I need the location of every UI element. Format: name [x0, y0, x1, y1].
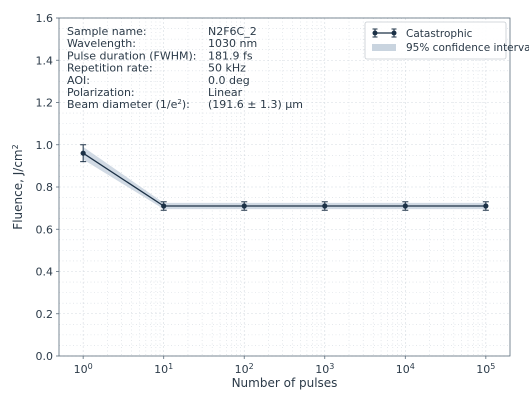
point-marker	[322, 203, 328, 209]
x-tick-label: 105	[476, 362, 495, 377]
confidence-band	[83, 146, 486, 210]
info-label: Sample name:	[67, 25, 147, 38]
data-point	[160, 201, 167, 211]
y-axis-label: Fluence, J/cm2	[11, 144, 26, 229]
info-value: 0.0 deg	[208, 74, 250, 87]
legend-frame	[364, 21, 507, 60]
x-axis-label: Number of pulses	[232, 376, 338, 390]
info-label: Pulse duration (FWHM):	[67, 49, 197, 62]
y-tick-label: 1.4	[36, 54, 54, 67]
data-point	[402, 201, 409, 211]
x-tick-label: 102	[235, 362, 254, 377]
legend-label-catastrophic: Catastrophic	[406, 28, 473, 40]
legend: Catastrophic 95% confidence interval	[364, 21, 529, 60]
info-box: Sample name: N2F6C_2 Wavelength: 1030 nm Pul…	[67, 25, 303, 111]
x-tick-label: 103	[315, 362, 334, 377]
y-tick-label: 1.0	[36, 139, 54, 152]
legend-marker-catastrophic	[372, 28, 397, 38]
info-label: AOI:	[67, 74, 90, 87]
data-point	[241, 201, 248, 211]
info-value: 181.9 fs	[208, 49, 253, 62]
series-line-catastrophic	[82, 152, 486, 207]
info-value: (191.6 ± 1.3) μm	[208, 98, 303, 111]
x-tick-label: 100	[74, 362, 93, 377]
y-tick-label: 0.2	[36, 308, 54, 321]
info-value: Linear	[208, 86, 243, 99]
info-label: Wavelength:	[67, 37, 136, 50]
point-marker	[402, 203, 408, 209]
point-marker	[161, 203, 167, 209]
y-tick-label: 0.6	[36, 223, 54, 236]
info-value: N2F6C_2	[208, 25, 257, 38]
y-tick-label: 0.4	[36, 266, 54, 279]
y-axis-ticks: 0.0 0.2 0.4 0.6 0.8 1.0 1.2 1.4 1.6	[36, 12, 59, 363]
info-label: Beam diameter (1/e2):	[67, 98, 190, 111]
data-point	[80, 144, 87, 163]
grid	[59, 17, 510, 357]
info-value: 1030 nm	[208, 37, 257, 50]
point-marker	[80, 150, 86, 156]
point-marker	[241, 203, 247, 209]
confidence-band-layer	[83, 146, 486, 210]
info-label: Repetition rate:	[67, 62, 153, 75]
y-tick-label: 1.2	[36, 97, 54, 110]
y-tick-label: 0.8	[36, 181, 54, 194]
info-value: 50 kHz	[208, 62, 246, 75]
y-tick-label: 1.6	[36, 12, 54, 25]
y-tick-label: 0.0	[36, 350, 54, 363]
legend-swatch-confidence	[372, 44, 396, 51]
data-point	[321, 201, 328, 211]
x-axis-ticks: 100 101 102 103 104 105	[74, 356, 495, 377]
info-label: Polarization:	[67, 86, 135, 99]
data-point	[482, 201, 489, 211]
x-tick-label: 104	[396, 362, 415, 377]
legend-label-confidence: 95% confidence interval	[406, 42, 529, 54]
x-tick-label: 101	[154, 362, 173, 377]
point-marker	[483, 203, 489, 209]
series-layer	[80, 144, 489, 211]
